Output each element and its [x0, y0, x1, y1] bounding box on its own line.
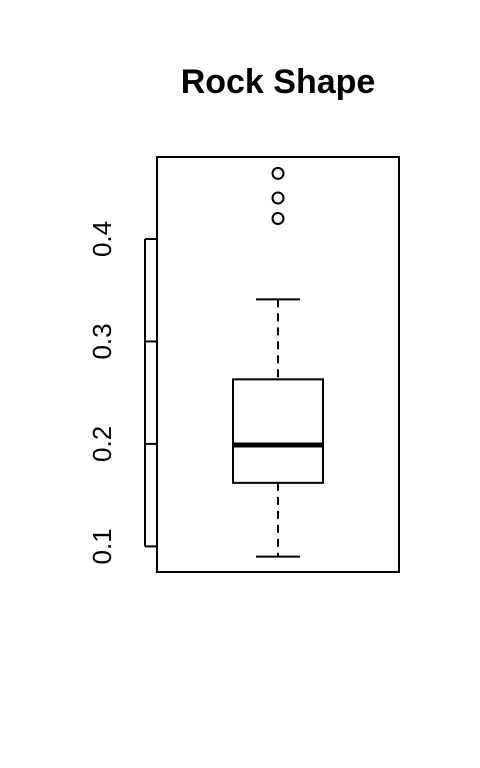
y-tick-label: 0.1 [87, 528, 117, 564]
y-tick-label: 0.3 [87, 323, 117, 359]
y-tick-label: 0.2 [87, 426, 117, 462]
plot-frame [156, 156, 400, 573]
outlier-point [271, 211, 285, 225]
box-group [232, 166, 324, 558]
outlier-point [271, 191, 285, 205]
y-tick-label: 0.4 [87, 221, 117, 257]
y-axis: 0.1 0.2 0.3 0.4 [87, 221, 157, 564]
iqr-box [232, 378, 324, 484]
outlier-point [271, 166, 285, 180]
chart-title: Rock Shape [181, 63, 376, 101]
